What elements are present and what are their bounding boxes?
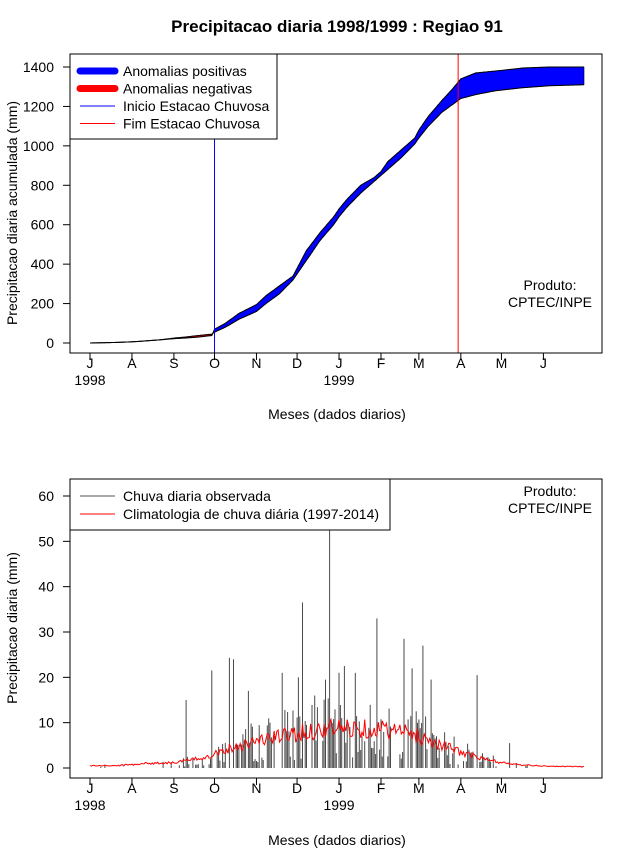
- x-tick-label: S: [169, 355, 178, 371]
- x-axis-label-top: Meses (dados diarios): [268, 406, 406, 422]
- x-tick-label: M: [496, 355, 508, 371]
- year-label: 1998: [74, 372, 105, 388]
- x-tick-label: F: [377, 780, 386, 796]
- x-tick-label: J: [87, 355, 94, 371]
- x-tick-label: M: [413, 780, 425, 796]
- y-tick-label: 40: [38, 579, 54, 595]
- y-axis-top: 0 200 400 600 800 1000 1200 1400: [23, 59, 71, 351]
- legend-label: Fim Estacao Chuvosa: [123, 116, 260, 132]
- legend-top: Anomalias positivas Anomalias negativasIn…: [69, 53, 278, 140]
- y-tick-label: 200: [31, 296, 55, 312]
- y-tick-label: 1200: [23, 98, 54, 114]
- x-tick-label: N: [251, 355, 261, 371]
- x-tick-label: N: [251, 780, 261, 796]
- product-name-top: CPTEC/INPE: [508, 294, 592, 310]
- year-label: 1998: [74, 797, 105, 813]
- x-tick-label: J: [540, 780, 547, 796]
- x-tick-label: A: [127, 355, 137, 371]
- x-tick-label: A: [456, 355, 466, 371]
- legend-label: Anomalias negativas: [123, 81, 252, 97]
- x-tick-label: M: [413, 355, 425, 371]
- climatology-line: [89, 717, 585, 768]
- y-axis-bottom: 0 10 20 30 40 50 60: [38, 488, 71, 776]
- x-tick-label: D: [292, 780, 302, 796]
- legend-top-items: Anomalias positivas Anomalias negativasIn…: [76, 63, 270, 132]
- cumulative-lines-layer: [90, 66, 585, 344]
- x-tick-label: O: [209, 355, 220, 371]
- product-name-bottom: CPTEC/INPE: [508, 500, 592, 516]
- x-tick-label: A: [127, 780, 137, 796]
- x-tick-label: J: [336, 355, 343, 371]
- y-tick-label: 600: [31, 217, 55, 233]
- legend-label: Chuva diaria observada: [123, 488, 271, 504]
- x-tick-label: M: [496, 780, 508, 796]
- x-axis-label-bottom: Meses (dados diarios): [268, 832, 406, 848]
- legend-label: Inicio Estacao Chuvosa: [123, 98, 270, 114]
- y-tick-label: 0: [46, 760, 54, 776]
- observed-bars-layer: [100, 527, 582, 768]
- legend-label: Climatologia de chuva diária (1997-2014): [123, 506, 379, 522]
- legend-bottom: Chuva diaria observada Climatologia de ch…: [69, 478, 391, 531]
- y-axis-label-top: Precipitacao diaria acumulada (mm): [4, 101, 20, 325]
- climatology-cumulative-line: [90, 84, 585, 344]
- observed-cumulative-line: [90, 66, 584, 344]
- y-tick-label: 800: [31, 177, 55, 193]
- y-tick-label: 400: [31, 256, 55, 272]
- chart-title: Precipitacao diaria 1998/1999 : Regiao 9…: [171, 17, 503, 36]
- x-tick-label: D: [292, 355, 302, 371]
- legend-box-bottom: [69, 478, 391, 531]
- y-tick-label: 20: [38, 669, 54, 685]
- y-tick-label: 30: [38, 624, 54, 640]
- legend-label: Anomalias positivas: [123, 63, 247, 79]
- climatology-layer: [89, 717, 585, 768]
- y-tick-label: 1000: [23, 138, 54, 154]
- year-label: 1999: [323, 797, 354, 813]
- x-tick-label: F: [377, 355, 386, 371]
- y-tick-label: 1400: [23, 59, 54, 75]
- product-label-top: Produto:: [524, 277, 577, 293]
- y-tick-label: 50: [38, 533, 54, 549]
- x-tick-label: J: [87, 780, 94, 796]
- x-tick-label: J: [336, 780, 343, 796]
- x-tick-label: J: [540, 355, 547, 371]
- x-tick-label: A: [456, 780, 466, 796]
- y-tick-label: 10: [38, 715, 54, 731]
- product-label-bottom: Produto:: [524, 483, 577, 499]
- y-tick-label: 60: [38, 488, 54, 504]
- legend-bottom-items: Chuva diaria observada Climatologia de ch…: [80, 488, 379, 522]
- x-tick-label: O: [209, 780, 220, 796]
- x-tick-label: S: [169, 780, 178, 796]
- y-tick-label: 0: [46, 335, 54, 351]
- year-label: 1999: [323, 372, 354, 388]
- y-axis-label-bottom: Precipitacao diaria (mm): [4, 552, 20, 704]
